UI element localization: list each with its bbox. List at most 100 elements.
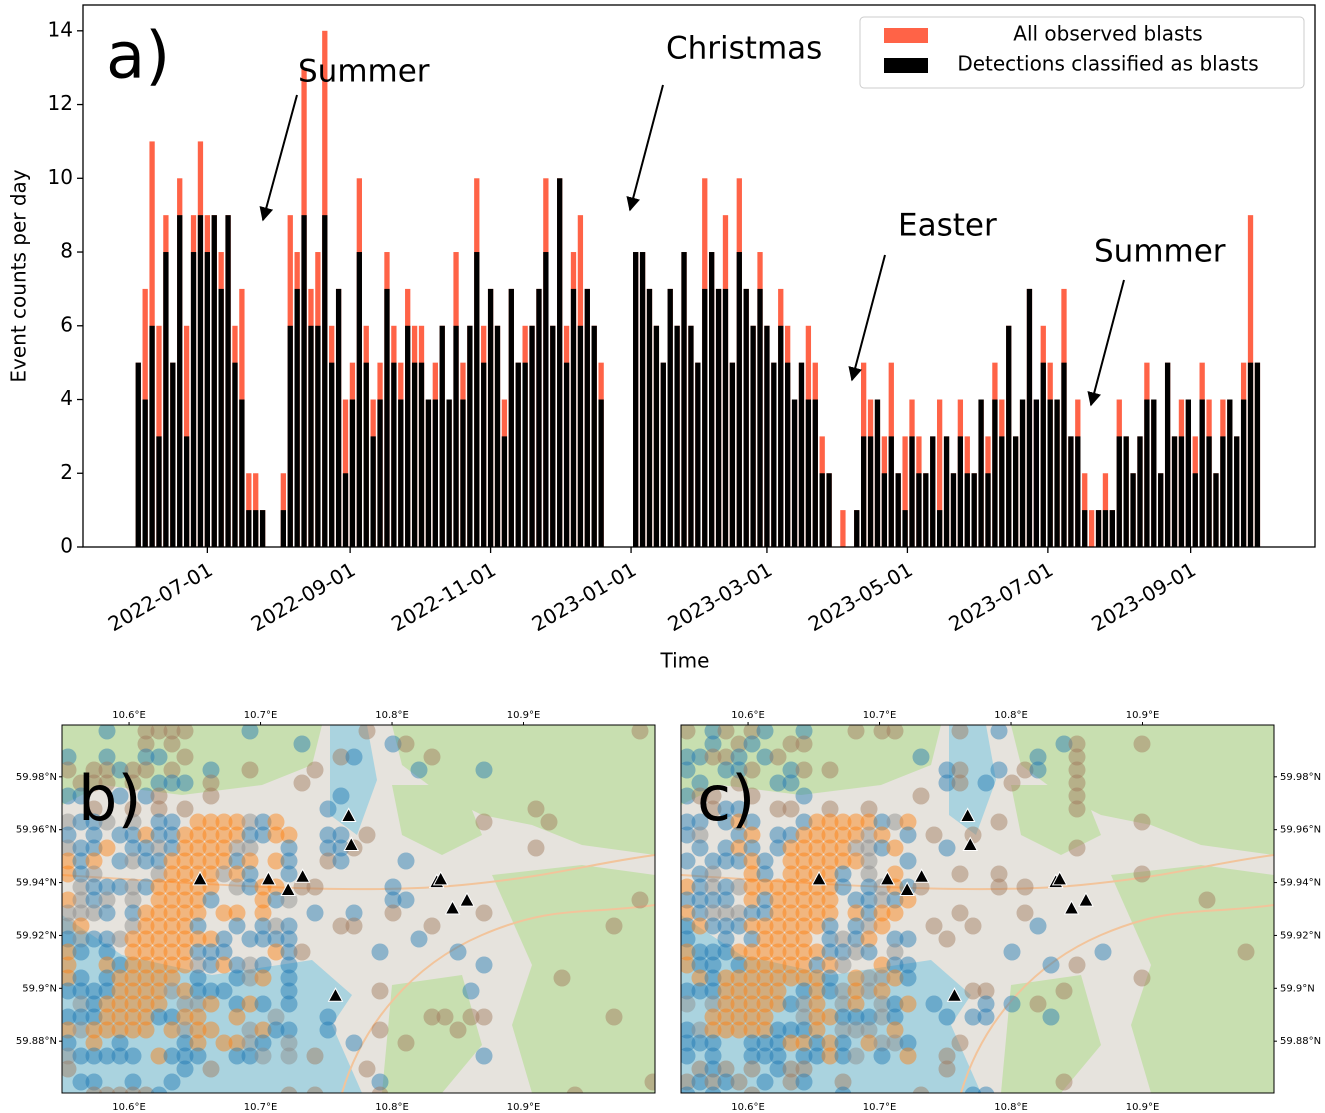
bar xyxy=(978,400,983,547)
bar xyxy=(170,363,175,547)
bar xyxy=(958,436,963,547)
bar xyxy=(212,215,217,547)
bar xyxy=(481,363,486,547)
grid-cell xyxy=(203,892,220,909)
bar xyxy=(322,215,327,547)
bar xyxy=(198,215,203,547)
bar xyxy=(1075,436,1080,547)
bar xyxy=(598,400,603,547)
bar xyxy=(716,289,721,547)
bar xyxy=(350,400,355,547)
grid-cell xyxy=(705,1087,722,1104)
grid-cell xyxy=(307,1048,324,1065)
bar xyxy=(405,326,410,547)
grid-cell xyxy=(138,1022,155,1039)
bar xyxy=(1227,400,1232,547)
grid-cell xyxy=(632,892,649,909)
grid-cell xyxy=(900,931,917,948)
bar xyxy=(937,510,942,547)
bar xyxy=(661,363,666,547)
bar xyxy=(633,252,638,547)
grid-cell xyxy=(978,1087,995,1104)
grid-cell xyxy=(874,918,891,935)
grid-cell xyxy=(913,749,930,766)
bar xyxy=(467,326,472,547)
bar xyxy=(288,326,293,547)
grid-cell xyxy=(861,944,878,961)
bar xyxy=(1213,473,1218,547)
bar xyxy=(1165,363,1170,547)
bar xyxy=(1089,510,1094,547)
bar xyxy=(1130,473,1135,547)
grid-cell xyxy=(398,853,415,870)
grid-cell xyxy=(463,983,480,1000)
grid-cell xyxy=(476,1048,493,1065)
y-tick-label: 59.98°N xyxy=(16,772,57,783)
panel-label: a) xyxy=(106,20,170,94)
grid-cell xyxy=(1043,957,1060,974)
legend-swatch xyxy=(884,28,928,43)
bar xyxy=(433,400,438,547)
y-tick-label: 14 xyxy=(48,17,73,41)
bar xyxy=(143,400,148,547)
bar xyxy=(232,363,237,547)
grid-cell xyxy=(744,1061,761,1078)
grid-cell xyxy=(887,905,904,922)
bar xyxy=(412,363,417,547)
grid-cell xyxy=(372,944,389,961)
bar xyxy=(1103,510,1108,547)
bar xyxy=(163,252,168,547)
grid-cell xyxy=(476,762,493,779)
grid-cell xyxy=(138,1087,155,1104)
bar xyxy=(225,215,230,547)
bar xyxy=(723,289,728,547)
bar xyxy=(1193,473,1198,547)
grid-cell xyxy=(567,1087,584,1104)
grid-cell xyxy=(926,827,943,844)
bar xyxy=(992,400,997,547)
bar xyxy=(674,326,679,547)
bar xyxy=(875,400,880,547)
bar xyxy=(391,363,396,547)
bar xyxy=(985,473,990,547)
bar xyxy=(840,510,845,547)
grid-cell xyxy=(939,1061,956,1078)
x-tick-label: 2023-09-01 xyxy=(1087,557,1200,636)
grid-cell xyxy=(281,996,298,1013)
bar xyxy=(896,473,901,547)
grid-cell xyxy=(281,1048,298,1065)
bar xyxy=(308,326,313,547)
grid-cell xyxy=(411,762,428,779)
grid-cell xyxy=(1069,957,1086,974)
panel-label: c) xyxy=(697,762,755,835)
bar xyxy=(750,326,755,547)
x-tick-label: 10.8°E xyxy=(375,710,409,721)
grid-cell xyxy=(112,1087,129,1104)
grid-cell xyxy=(926,918,943,935)
grid-cell xyxy=(203,996,220,1013)
bar xyxy=(744,289,749,547)
grid-cell xyxy=(294,944,311,961)
figure: 024681012142022-07-012022-09-012022-11-0… xyxy=(0,0,1325,1113)
annotation: Easter xyxy=(898,208,997,244)
grid-cell xyxy=(991,762,1008,779)
grid-cell xyxy=(822,762,839,779)
map-area xyxy=(60,723,662,1104)
grid-cell xyxy=(99,1087,116,1104)
bar xyxy=(1110,510,1115,547)
bar xyxy=(488,289,493,547)
grid-cell xyxy=(1017,905,1034,922)
legend-label: All observed blasts xyxy=(1013,22,1202,46)
bar xyxy=(295,289,300,547)
annotation-arrow xyxy=(630,85,663,210)
bar xyxy=(343,473,348,547)
bar xyxy=(923,473,928,547)
grid-cell xyxy=(398,1035,415,1052)
grid-cell xyxy=(372,1022,389,1039)
grid-cell xyxy=(281,1087,298,1104)
grid-cell xyxy=(692,840,709,857)
bar xyxy=(522,363,527,547)
bar xyxy=(882,473,887,547)
bar xyxy=(737,252,742,547)
y-tick-label: 4 xyxy=(60,386,73,410)
